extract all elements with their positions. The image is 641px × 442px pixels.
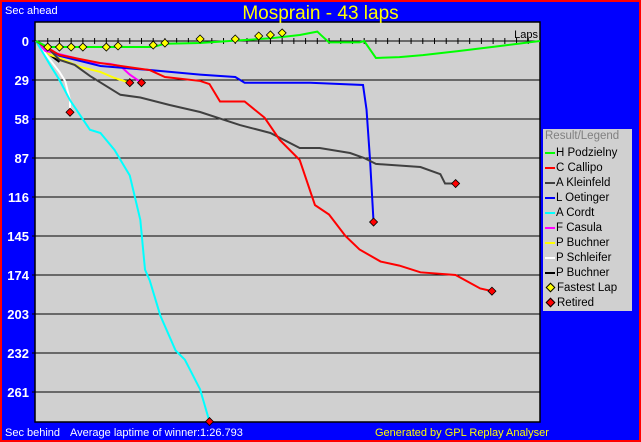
y-tick-label: 58 <box>15 112 29 127</box>
legend-swatch <box>545 226 555 229</box>
fastest-lap-marker <box>113 41 123 51</box>
retired-marker <box>487 286 497 296</box>
fastest-lap-marker <box>277 28 287 38</box>
y-tick-label: 87 <box>15 151 29 166</box>
y-tick-label: 232 <box>7 346 29 361</box>
legend-swatch <box>545 211 555 214</box>
fastest-lap-marker <box>66 42 76 52</box>
legend-swatch <box>545 241 555 244</box>
retired-marker <box>451 178 461 189</box>
retired-marker <box>136 78 147 88</box>
fastest-lap-marker <box>160 38 170 48</box>
legend-label: P Buchner <box>556 266 610 279</box>
legend-label: Fastest Lap <box>557 281 618 294</box>
y-label-top: Sec ahead <box>5 5 58 17</box>
retired-marker <box>125 78 135 88</box>
fastest-lap-marker <box>101 42 111 52</box>
legend-item: F Casula <box>543 220 632 235</box>
legend-item-fastest-lap: Fastest Lap <box>543 280 632 295</box>
legend-swatch <box>545 181 555 184</box>
legend-item: C Callipo <box>543 160 632 175</box>
fastest-lap-marker <box>78 42 88 52</box>
series-line-p-schleifer <box>35 40 71 113</box>
fastest-lap-marker <box>148 40 158 50</box>
series-line-p-buchner <box>35 40 131 84</box>
retired-marker <box>368 217 379 227</box>
legend-item: L Oetinger <box>543 190 632 205</box>
legend-label: A Kleinfeld <box>556 176 611 189</box>
series-line-a-cordt <box>35 40 211 422</box>
plot-area <box>34 21 541 423</box>
series-line-a-kleinfeld <box>35 40 456 185</box>
legend-item: P Buchner <box>543 265 632 280</box>
chart-title: Mosprain - 43 laps <box>242 3 399 24</box>
y-tick-label: 145 <box>7 229 29 244</box>
fastest-lap-marker-icon <box>545 282 555 293</box>
y-tick-label: 116 <box>8 190 29 205</box>
fastest-lap-marker <box>265 30 275 40</box>
legend-swatch <box>545 151 555 154</box>
retired-marker-icon <box>545 297 555 308</box>
fastest-lap-marker <box>230 34 240 44</box>
average-laptime: Average laptime of winner:1:26.793 <box>70 427 243 439</box>
legend-swatch <box>545 166 555 169</box>
y-tick-label: 174 <box>7 268 29 283</box>
fastest-lap-marker <box>254 31 264 41</box>
legend-label: H Podzielny <box>556 146 618 159</box>
y-tick-label: 261 <box>7 385 29 400</box>
retired-marker <box>65 107 75 117</box>
legend-label: C Callipo <box>556 161 603 174</box>
legend-item: P Buchner <box>543 235 632 250</box>
y-label-bottom: Sec behind <box>5 427 61 439</box>
legend-item: A Cordt <box>543 205 632 220</box>
legend-label: L Oetinger <box>556 191 610 204</box>
legend-label: F Casula <box>556 221 603 234</box>
legend-item-retired: Retired <box>543 295 632 310</box>
y-tick-label: 29 <box>15 73 29 88</box>
x-axis-label: Laps <box>514 29 538 41</box>
retired-marker <box>204 417 215 427</box>
y-tick-label: 203 <box>7 307 29 322</box>
y-tick-label: 0 <box>22 34 29 49</box>
legend-item: H Podzielny <box>543 145 632 160</box>
generated-by: Generated by GPL Replay Analyser <box>375 427 549 439</box>
fastest-lap-marker <box>195 34 205 44</box>
legend-label: A Cordt <box>556 206 595 219</box>
legend-swatch <box>545 256 555 259</box>
legend-label: P Schleifer <box>556 251 612 264</box>
legend-title: Result/Legend <box>545 130 620 142</box>
series-line-c-callipo <box>35 40 493 293</box>
legend-item: P Schleifer <box>543 250 632 265</box>
fastest-lap-marker <box>43 42 53 52</box>
legend-swatch <box>545 196 555 199</box>
legend: Result/Legend H Podzielny C Callipo A Klei… <box>543 129 632 311</box>
legend-item: A Kleinfeld <box>543 175 632 190</box>
fastest-lap-marker <box>54 42 65 52</box>
legend-swatch <box>545 271 555 274</box>
series-line-l-oetinger <box>35 40 375 223</box>
legend-label: P Buchner <box>556 236 610 249</box>
legend-label: Retired <box>557 296 595 309</box>
